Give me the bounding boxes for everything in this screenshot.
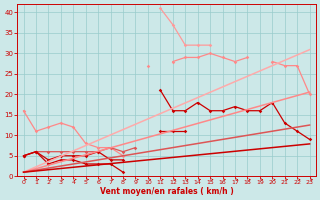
X-axis label: Vent moyen/en rafales ( km/h ): Vent moyen/en rafales ( km/h ) (100, 187, 234, 196)
